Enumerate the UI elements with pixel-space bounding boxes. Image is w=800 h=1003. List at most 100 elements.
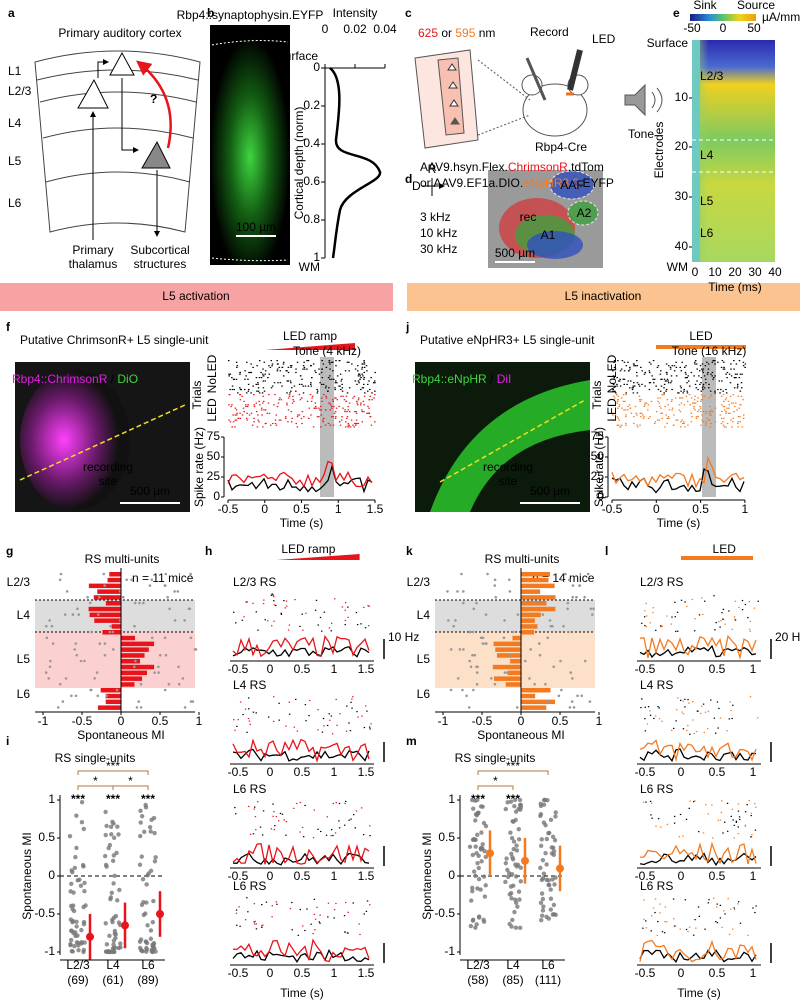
raster-dot <box>644 404 646 406</box>
raster-dot <box>698 409 700 411</box>
raster-dot <box>628 404 631 406</box>
panel-label: c <box>405 6 412 20</box>
unit-dot <box>144 947 150 952</box>
raster-dot <box>709 414 711 416</box>
unit-dot <box>512 909 517 915</box>
raster-dot <box>366 412 368 414</box>
raster-dot <box>732 417 735 419</box>
unit-dot <box>113 913 119 919</box>
label: Cortical depth (norm) <box>292 107 306 220</box>
raster-dot <box>738 606 740 609</box>
label: Time (s) <box>657 516 701 530</box>
raster-dot <box>243 400 245 402</box>
raster-dot <box>714 390 716 392</box>
raster-dot <box>366 710 368 712</box>
raster-dot <box>339 385 341 387</box>
raster-dot <box>334 598 336 600</box>
raster-dot <box>686 390 688 392</box>
raster-dot <box>332 399 334 401</box>
raster-dot <box>720 366 723 368</box>
label: recording <box>483 460 533 474</box>
label: *** <box>106 792 120 806</box>
raster-dot <box>754 829 757 831</box>
unit-dot <box>509 896 514 901</box>
raster-dot <box>700 390 703 392</box>
raster-dot <box>643 373 646 375</box>
raster-dot <box>675 361 677 363</box>
raster-dot <box>345 800 347 803</box>
raster-dot <box>684 899 687 901</box>
raster-dot <box>719 917 722 919</box>
raster-dot <box>648 370 651 372</box>
raster-dot <box>324 409 327 411</box>
raster-dot <box>733 616 736 618</box>
mean-dot <box>556 864 564 873</box>
unit-dot <box>540 857 546 863</box>
label: LED ramp <box>283 329 337 343</box>
raster-dot <box>712 360 714 362</box>
raster-dot <box>241 414 244 416</box>
unit-dot <box>474 922 479 927</box>
raster-dot <box>637 426 639 428</box>
raster-dot <box>359 375 361 377</box>
raster-dot <box>336 724 338 726</box>
bracket <box>112 785 149 790</box>
raster-dot <box>300 397 303 399</box>
raster-dot <box>316 416 319 418</box>
raster-dot <box>325 395 327 397</box>
mi-bar <box>109 572 121 577</box>
raster-dot <box>288 394 291 396</box>
raster-dot <box>266 412 269 414</box>
raster-dot <box>702 832 705 834</box>
raster-dot <box>296 416 299 418</box>
label: 0.5 <box>709 765 726 779</box>
raster-dot <box>687 724 689 727</box>
raster-dot <box>693 630 696 632</box>
raster-dot <box>693 732 696 735</box>
raster-dot <box>320 409 323 411</box>
raster-dot <box>357 716 359 718</box>
raster-dot <box>737 832 740 835</box>
raster-dot <box>681 361 684 363</box>
raster-dot <box>274 394 276 396</box>
unit-dot <box>118 945 123 950</box>
raster-dot <box>650 814 652 816</box>
raster-dot <box>616 394 618 396</box>
raster-dot <box>270 360 273 362</box>
mean-dot <box>486 849 494 858</box>
mi-bar <box>521 699 556 705</box>
raster-dot <box>631 388 634 391</box>
raster-dot <box>726 377 728 379</box>
label: (61) <box>102 973 123 987</box>
raster-dot <box>290 390 292 392</box>
label: L6 <box>700 226 714 240</box>
label: 1.5 <box>358 869 375 883</box>
raster-dot <box>304 703 307 706</box>
raster-dot <box>329 368 331 370</box>
mi-bar <box>97 705 121 710</box>
raster-dot <box>675 709 678 711</box>
raster-dot <box>369 904 371 906</box>
unit-dot <box>509 835 515 841</box>
raster-dot <box>721 411 723 413</box>
panel-label: k <box>406 544 413 558</box>
raster-dot <box>699 407 702 409</box>
unit-dot <box>473 873 478 879</box>
raster-dot <box>613 397 616 399</box>
raster-dot <box>733 368 735 370</box>
unit-dot <box>140 949 145 954</box>
trace <box>232 748 370 762</box>
raster-dot <box>690 371 693 374</box>
cell-label: L4 RS <box>233 678 266 692</box>
unit-dot <box>518 925 523 931</box>
raster-dot <box>286 370 288 372</box>
raster-dot <box>334 411 337 413</box>
unit-dot <box>79 819 85 825</box>
raster-dot <box>236 392 239 394</box>
raster-dot <box>277 382 279 384</box>
raster-dot <box>723 405 726 408</box>
unit-dot <box>510 857 516 862</box>
label: 20 <box>675 139 689 153</box>
raster-dot <box>252 602 254 604</box>
raster-dot <box>646 723 649 725</box>
